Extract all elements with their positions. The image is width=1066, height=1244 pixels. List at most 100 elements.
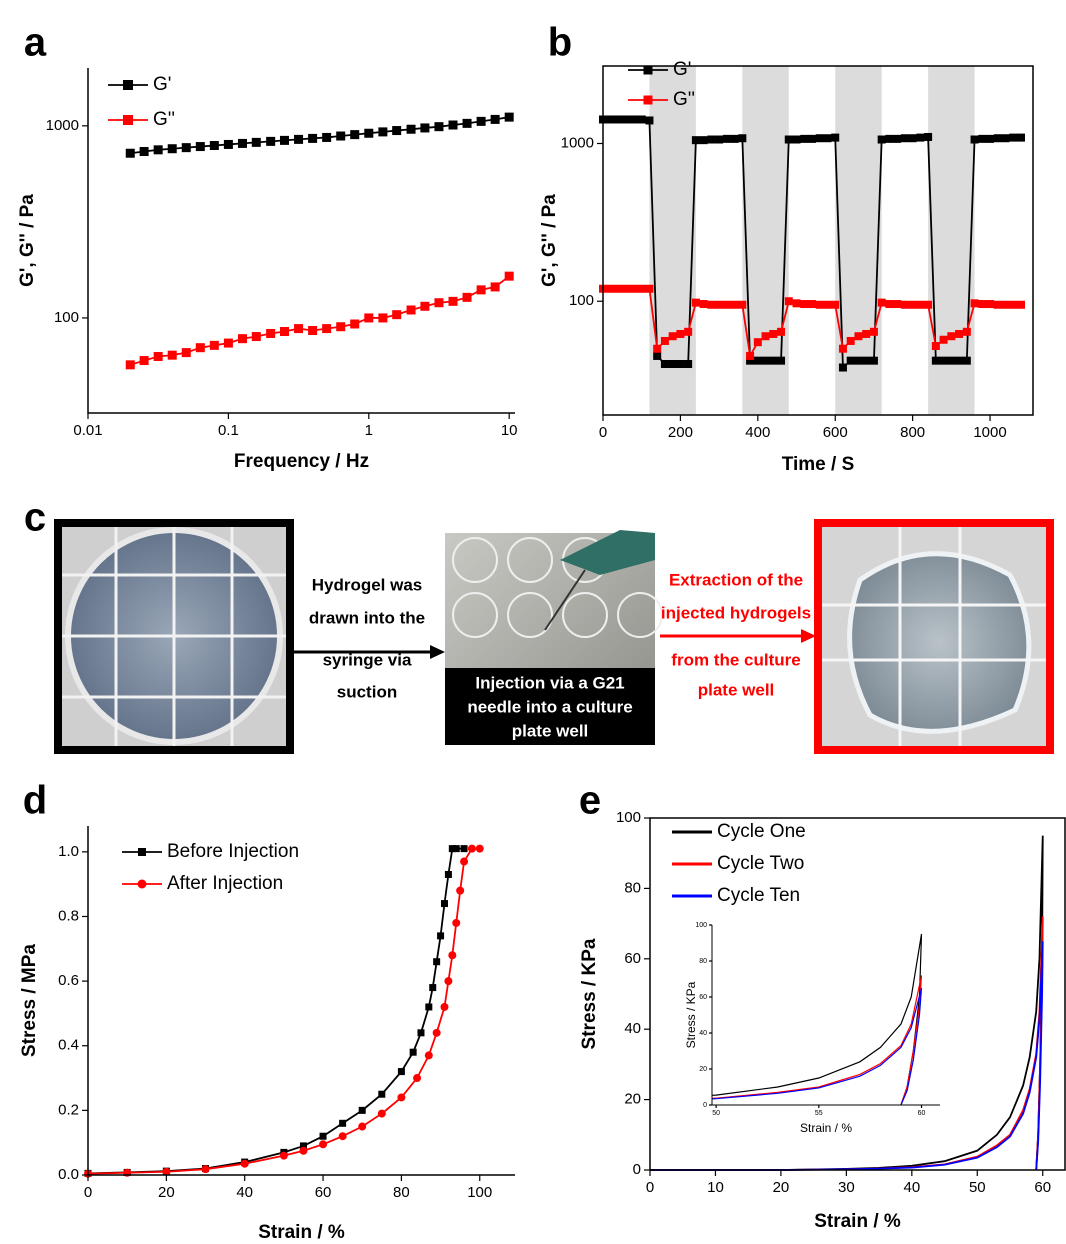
data-point [831,300,840,309]
data-point [699,136,708,145]
x-tick-label: 400 [745,424,770,441]
x-tick-label: 0 [84,1184,92,1201]
y-tick-label: 0.0 [58,1166,79,1183]
legend-marker [138,848,146,856]
data-point [715,300,724,309]
data-point [444,870,452,878]
data-point [240,1159,249,1168]
data-point [153,145,163,155]
data-point [162,1167,171,1176]
data-point [970,135,979,144]
data-point [280,326,290,336]
legend-label: After Injection [167,873,283,894]
data-point [622,284,631,293]
data-point [378,313,388,323]
x-tick-label: 0 [646,1179,654,1196]
data-point [429,984,437,992]
data-point [364,313,374,323]
data-point [456,886,465,895]
data-point [338,1132,347,1141]
data-point [460,857,469,866]
x-tick-label: 600 [823,424,848,441]
x-tick-label: 40 [236,1184,253,1201]
data-point [476,285,486,295]
x-tick-label: 80 [393,1184,410,1201]
legend-marker [123,115,133,125]
data-point [424,1051,433,1060]
y-tick-label: 1.0 [58,843,79,860]
data-point [339,1119,347,1127]
data-point [420,123,430,133]
data-point [322,132,332,142]
data-point [504,271,514,281]
axes-frame [649,817,1066,1171]
data-point [153,351,163,361]
data-point [622,115,631,124]
series-group [599,115,1026,372]
data-point [237,334,247,344]
data-point [838,363,847,372]
legend-label: Cycle Ten [717,885,800,906]
legend-label: Cycle One [717,821,806,842]
panel-letter: e [579,779,601,823]
data-point [629,115,638,124]
data-point [738,300,747,309]
data-point [614,284,623,293]
data-point [885,134,894,143]
data-point [378,127,388,137]
data-point [209,340,219,350]
x-tick-label: 1 [365,422,373,439]
data-point [746,356,755,365]
data-point [831,133,840,142]
data-point [962,327,971,336]
photo-extracted [814,519,1054,754]
data-point [406,305,416,315]
data-point [139,147,149,157]
x-tick-label: 200 [668,424,693,441]
data-point [986,134,995,143]
data-point [838,344,847,353]
data-point [299,1146,308,1155]
data-point [862,356,871,365]
step-text: drawn into the [309,608,425,627]
legend-marker [643,95,653,105]
data-point [784,135,793,144]
data-point [738,134,747,143]
y-tick-label: 1000 [561,134,594,151]
panel-letter: a [24,21,47,65]
x-axis-label: Strain / % [814,1211,901,1232]
data-point [223,338,233,348]
y-tick-label: 60 [624,950,641,967]
y-tick-label: 80 [699,958,707,965]
data-point [676,360,685,369]
data-point [691,136,700,145]
y-tick-label: 80 [624,879,641,896]
photo-injection [445,530,663,745]
x-tick-label: 0 [599,424,607,441]
y-axis-label: G', G'' / Pa [17,194,38,287]
data-point [434,298,444,308]
step-text: Hydrogel was [312,575,423,594]
x-tick-label: 55 [815,1110,823,1117]
data-point [893,300,902,309]
data-point [676,329,685,338]
data-point [684,327,693,336]
data-point [846,356,855,365]
data-point [490,282,500,292]
data-point [637,115,646,124]
data-point [476,116,486,126]
data-point [815,134,824,143]
data-point [409,1048,417,1056]
data-point [195,142,205,152]
step-text: injected hydrogels [661,603,811,622]
data-point [448,296,458,306]
series-line [712,975,923,1105]
x-tick-label: 60 [315,1184,332,1201]
legend-marker [123,80,133,90]
data-point [699,300,708,309]
series-line [87,847,465,1175]
data-point [358,1106,366,1114]
y-tick-label: 0 [703,1102,707,1109]
axes-frame [87,826,515,1176]
